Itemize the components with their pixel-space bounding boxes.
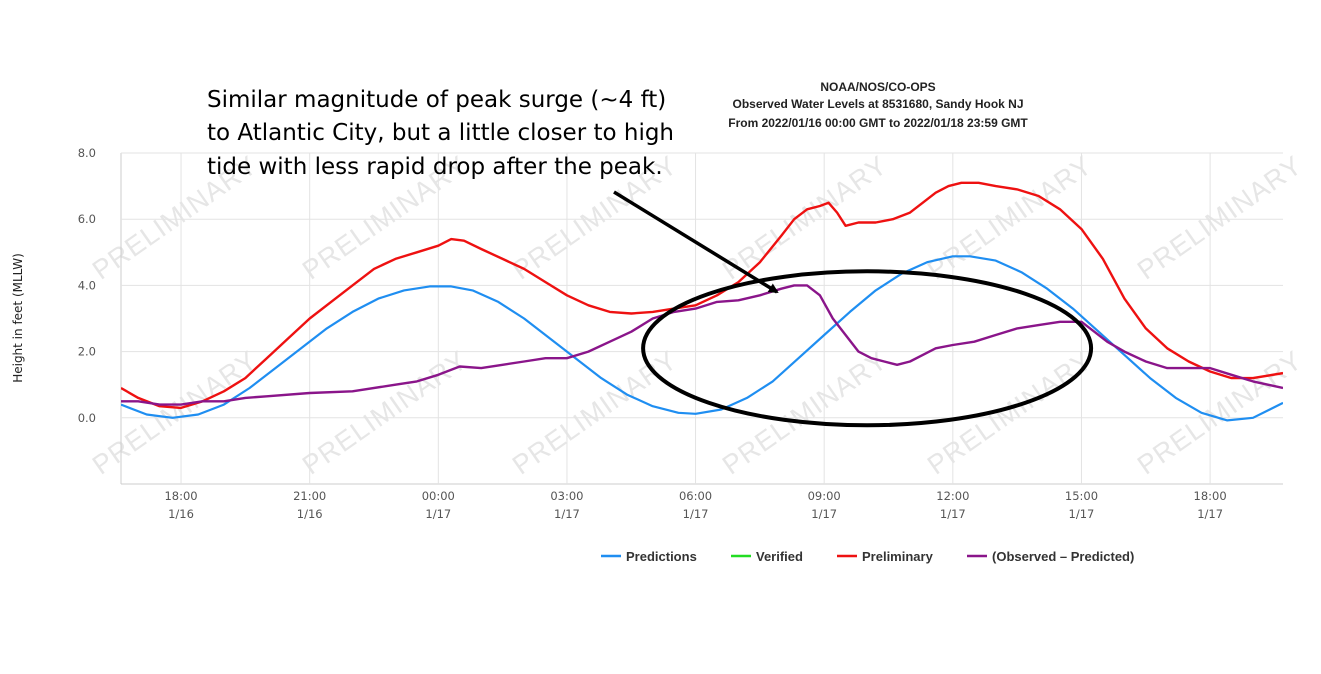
preliminary-watermarks: PRELIMINARYPRELIMINARYPRELIMINARYPRELIMI… xyxy=(87,150,1308,481)
y-tick-labels: 8.0 6.0 4.0 2.0 0.0 xyxy=(78,146,96,425)
x-tick-labels: 18:00 1/16 21:00 1/16 00:00 1/17 03:00 1/17 06:0… xyxy=(164,489,1226,521)
watermark-3: PRELIMINARY xyxy=(297,345,473,481)
x-tick-time: 06:00 xyxy=(679,489,712,503)
x-tick-date: 1/16 xyxy=(297,507,323,521)
legend-label-1[interactable]: Verified xyxy=(756,549,803,564)
x-tick-date: 1/17 xyxy=(554,507,580,521)
x-tick-time: 09:00 xyxy=(808,489,841,503)
chart-grid xyxy=(120,152,1283,485)
watermark-9: PRELIMINARY xyxy=(922,345,1098,481)
watermark-1: PRELIMINARY xyxy=(87,345,263,481)
y-tick-label: 6.0 xyxy=(78,212,96,226)
x-tick-time: 18:00 xyxy=(164,489,197,503)
series-line-0 xyxy=(121,255,1283,422)
y-tick-label: 2.0 xyxy=(78,345,96,359)
x-tick-time: 00:00 xyxy=(422,489,455,503)
chart-title-line-2: Observed Water Levels at 8531680, Sandy … xyxy=(732,97,1023,111)
y-axis-label: Height in feet (MLLW) xyxy=(11,253,25,383)
y-tick-label: 0.0 xyxy=(78,411,96,425)
chart-legend: Predictions Verified Preliminary (Observed … xyxy=(601,549,1134,564)
x-tick-date: 1/17 xyxy=(425,507,451,521)
x-tick-date: 1/17 xyxy=(940,507,966,521)
annotation-arrow xyxy=(613,190,779,294)
chart-title-line-1: NOAA/NOS/CO-OPS xyxy=(820,80,935,94)
x-tick-date: 1/17 xyxy=(811,507,837,521)
x-tick-date: 1/17 xyxy=(1197,507,1223,521)
annotation-line-3: tide with less rapid drop after the peak… xyxy=(207,154,663,180)
legend-label-3[interactable]: (Observed – Predicted) xyxy=(992,549,1134,564)
legend-label-0[interactable]: Predictions xyxy=(626,549,697,564)
watermark-8: PRELIMINARY xyxy=(922,150,1098,286)
chart-title-line-3: From 2022/01/16 00:00 GMT to 2022/01/18 … xyxy=(728,116,1028,130)
x-tick-time: 18:00 xyxy=(1194,489,1227,503)
series-line-2 xyxy=(121,181,1283,410)
series-layer xyxy=(121,181,1283,422)
watermark-6: PRELIMINARY xyxy=(717,150,893,286)
series-line-3 xyxy=(121,284,1283,406)
annotation-line-1: Similar magnitude of peak surge (~4 ft) xyxy=(207,87,666,113)
x-tick-time: 12:00 xyxy=(936,489,969,503)
annotation-line-2: to Atlantic City, but a little closer to… xyxy=(207,120,674,146)
x-tick-time: 03:00 xyxy=(550,489,583,503)
x-tick-time: 21:00 xyxy=(293,489,326,503)
watermark-5: PRELIMINARY xyxy=(507,345,683,481)
x-tick-time: 15:00 xyxy=(1065,489,1098,503)
x-tick-date: 1/17 xyxy=(683,507,709,521)
x-tick-date: 1/16 xyxy=(168,507,194,521)
y-tick-label: 8.0 xyxy=(78,146,96,160)
watermark-10: PRELIMINARY xyxy=(1132,150,1308,286)
legend-label-2[interactable]: Preliminary xyxy=(862,549,934,564)
x-tick-date: 1/17 xyxy=(1069,507,1095,521)
y-tick-label: 4.0 xyxy=(78,278,96,292)
annotation-ellipse xyxy=(641,269,1094,428)
